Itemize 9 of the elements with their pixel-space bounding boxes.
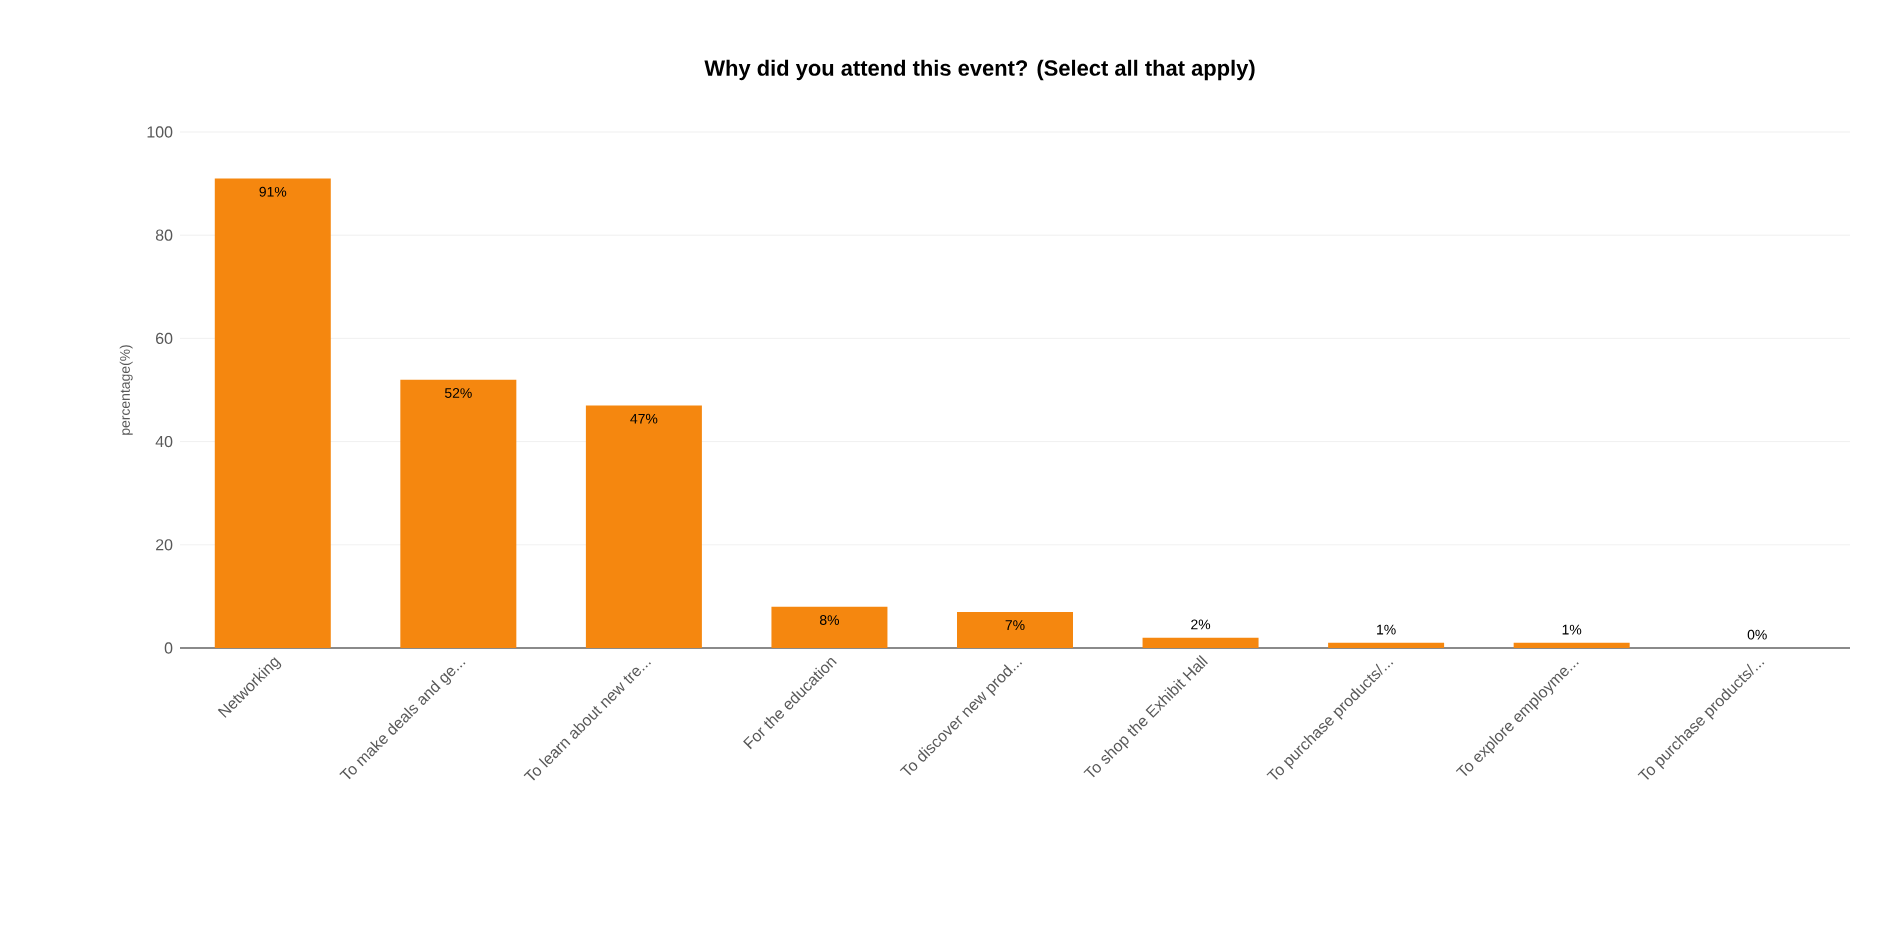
bar [1142,637,1259,648]
bar [585,405,702,648]
bar [400,379,517,648]
chart-title: Why did you attend this event? (Select all that apply) [704,59,1255,81]
bar [214,178,331,648]
bar [1328,642,1445,648]
bar [957,611,1073,648]
bar [1513,642,1630,648]
bar [771,606,888,648]
